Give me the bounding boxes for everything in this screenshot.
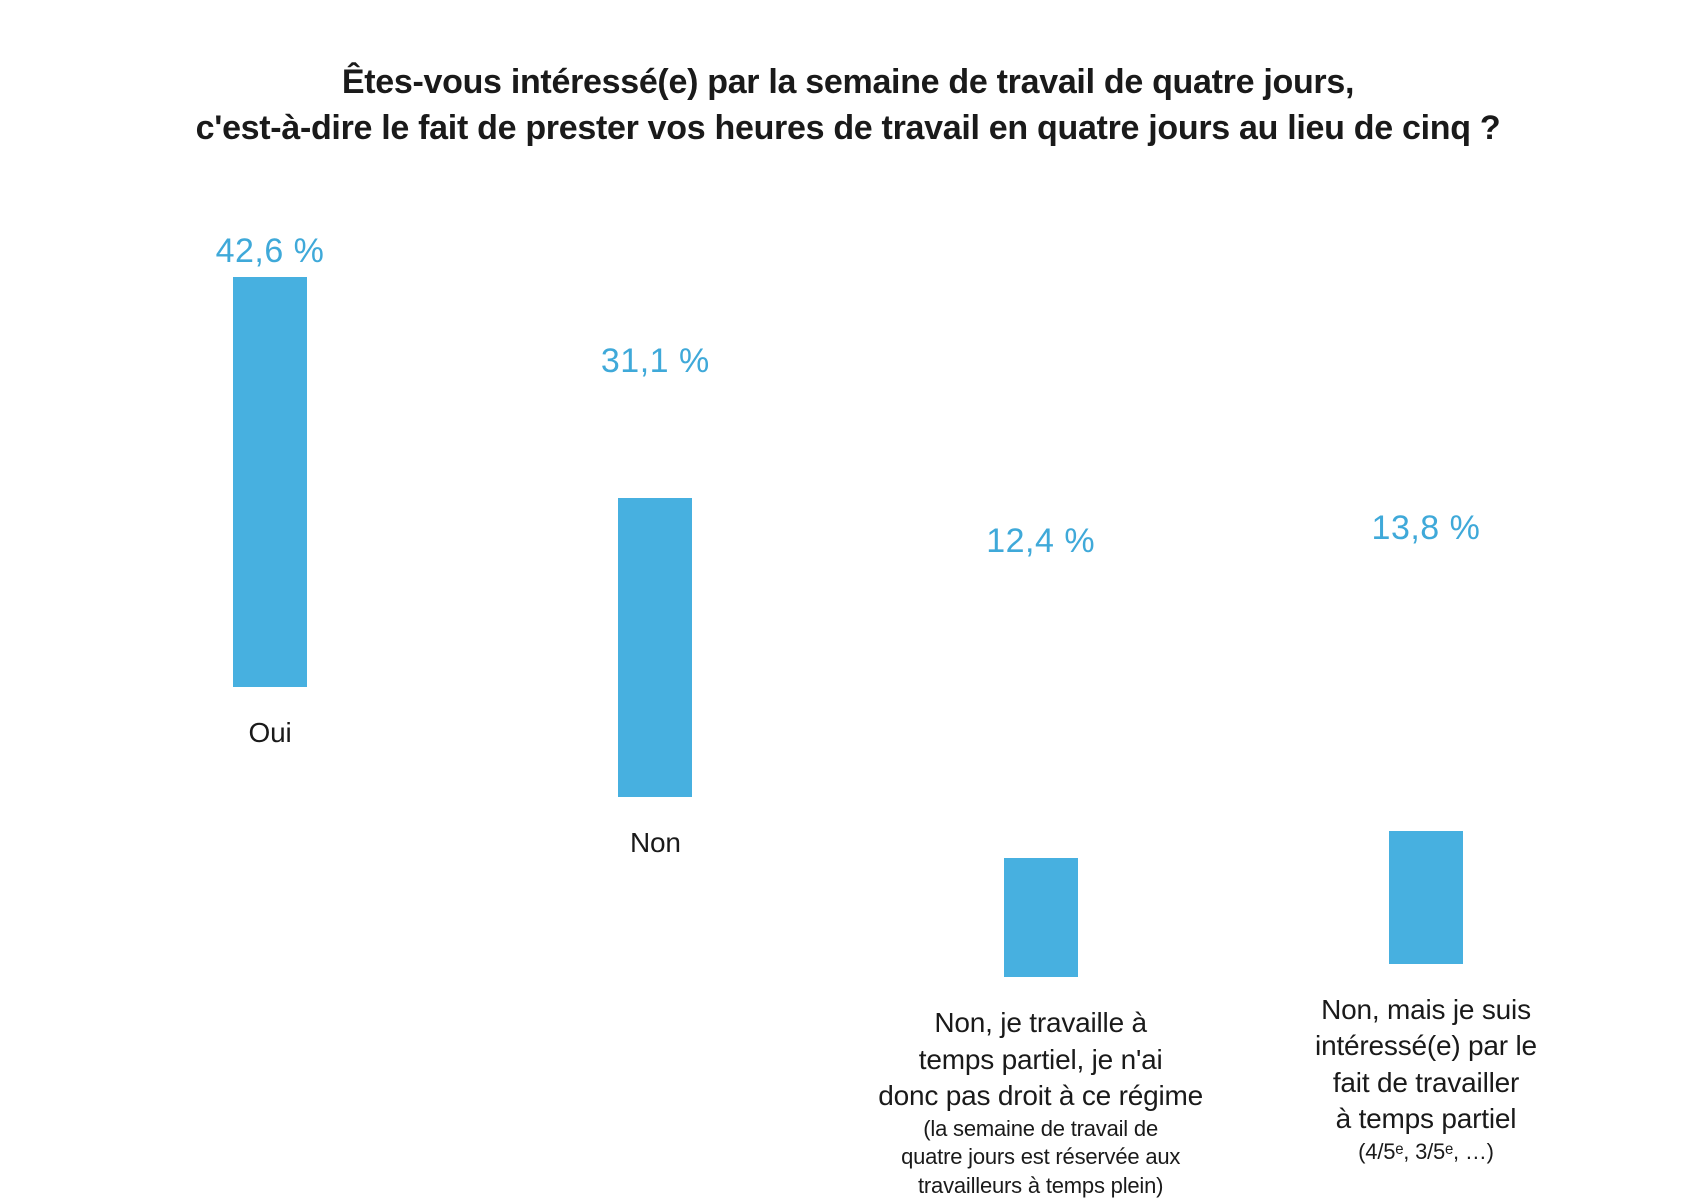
chart-area: 42,6 % Oui 31,1 % Non 12,4 % Non, je tra… bbox=[80, 232, 1616, 1200]
category-label-3: Non, mais je suisintéressé(e) par lefait… bbox=[1315, 992, 1537, 1166]
category-sub-3: (4/5ᵉ, 3/5ᵉ, …) bbox=[1315, 1138, 1537, 1167]
value-label-3: 13,8 % bbox=[1372, 509, 1481, 548]
bar-col-1: 31,1 % Non bbox=[475, 232, 835, 862]
bar-slot-0 bbox=[90, 277, 450, 687]
category-label-1: Non bbox=[630, 825, 681, 861]
value-label-2: 12,4 % bbox=[986, 522, 1095, 561]
bar-1 bbox=[618, 498, 692, 797]
category-label-0: Oui bbox=[249, 715, 292, 751]
category-label-2: Non, je travaille àtemps partiel, je n'a… bbox=[878, 1005, 1203, 1200]
bar-col-2: 12,4 % Non, je travaille àtemps partiel,… bbox=[861, 232, 1221, 1200]
category-main-0: Oui bbox=[249, 717, 292, 748]
bar-slot-3 bbox=[1246, 554, 1606, 964]
category-main-3: Non, mais je suisintéressé(e) par lefait… bbox=[1315, 994, 1537, 1134]
chart-title-line1: Êtes-vous intéressé(e) par la semaine de… bbox=[342, 63, 1354, 101]
chart-title: Êtes-vous intéressé(e) par la semaine de… bbox=[80, 60, 1616, 152]
value-label-1: 31,1 % bbox=[601, 342, 710, 381]
chart-title-line2: c'est-à-dire le fait de prester vos heur… bbox=[196, 109, 1501, 147]
category-main-1: Non bbox=[630, 827, 681, 858]
bar-slot-2 bbox=[861, 567, 1221, 977]
bar-slot-1 bbox=[475, 387, 835, 797]
bar-0 bbox=[233, 277, 307, 687]
value-label-0: 42,6 % bbox=[216, 232, 325, 271]
bar-col-3: 13,8 % Non, mais je suisintéressé(e) par… bbox=[1246, 232, 1606, 1166]
category-sub-2: (la semaine de travail dequatre jours es… bbox=[878, 1115, 1203, 1200]
bar-col-0: 42,6 % Oui bbox=[90, 232, 450, 751]
bar-3 bbox=[1389, 831, 1463, 964]
category-main-2: Non, je travaille àtemps partiel, je n'a… bbox=[878, 1007, 1203, 1111]
bar-2 bbox=[1004, 858, 1078, 977]
